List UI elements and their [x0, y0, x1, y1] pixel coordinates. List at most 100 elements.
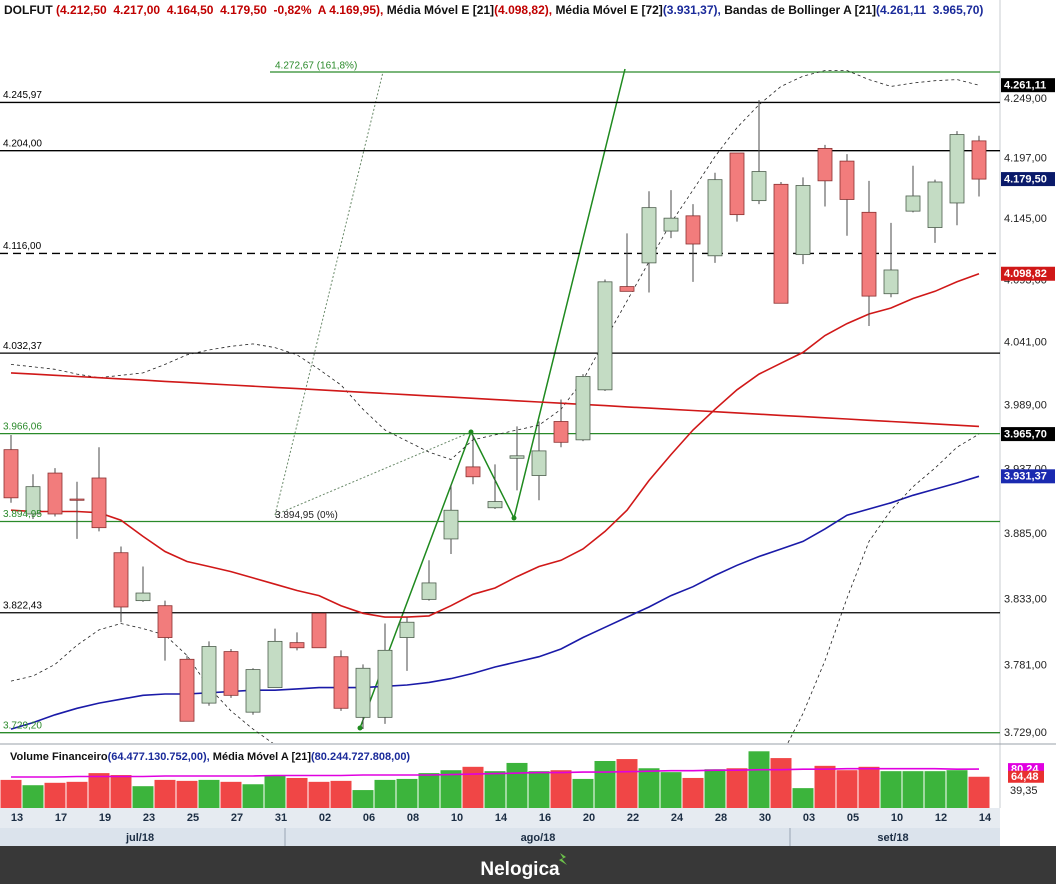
volume-bar [946, 770, 968, 808]
volume-bar [902, 771, 924, 808]
legend-name: Bandas de Bollinger A [21] [724, 3, 876, 17]
volume-bar [374, 779, 396, 808]
month-axis [0, 828, 1000, 846]
y-tick-label: 3.833,00 [1004, 593, 1047, 605]
level-label: 4.032,37 [3, 341, 42, 352]
volume-bar [88, 773, 110, 808]
x-tick-label: 30 [759, 812, 771, 824]
fib-guide [274, 431, 472, 516]
volume-legend: Volume Financeiro(64.477.130.752,00), Mé… [10, 751, 410, 763]
price-badge [1001, 427, 1055, 442]
candle-body [883, 269, 899, 295]
volume-bar [880, 771, 902, 808]
candle-body [179, 658, 195, 722]
volume-bar [968, 776, 990, 808]
month-label: jul/18 [125, 832, 154, 844]
level-label: 3.894,95 [3, 509, 42, 520]
band-line [10, 433, 980, 743]
brand: Nelogica [480, 859, 560, 880]
candle-body [113, 552, 129, 608]
price-badge [1001, 266, 1055, 281]
x-tick-label: 08 [407, 812, 419, 824]
volume-bar [440, 770, 462, 808]
x-tick-label: 05 [847, 812, 859, 824]
zigzag-point [511, 515, 517, 521]
month-label: ago/18 [521, 832, 556, 844]
volume-bar [858, 766, 880, 808]
legend-name: Volume Financeiro [10, 751, 108, 763]
volume-bar [0, 779, 22, 808]
x-tick-label: 28 [715, 812, 727, 824]
volume-badge-label: 64,48 [1011, 771, 1039, 783]
x-tick-label: 12 [935, 812, 947, 824]
x-tick-label: 23 [143, 812, 155, 824]
volume-bar [44, 782, 66, 808]
volume-ma-line [11, 767, 980, 778]
legend-value: (3.931,37), [663, 3, 724, 17]
fib-label: 3.894,95 (0%) [275, 510, 338, 521]
candle-body [3, 449, 19, 499]
x-tick-label: 14 [495, 812, 508, 824]
price-badge-label: 4.098,82 [1004, 268, 1047, 280]
price-badge-label: 4.261,11 [1004, 80, 1046, 92]
candle-body [135, 592, 151, 602]
candle-body [465, 466, 481, 478]
x-tick-label: 02 [319, 812, 331, 824]
candle-body [289, 642, 305, 649]
candle-body [377, 649, 393, 718]
price-badge [1001, 469, 1055, 484]
x-tick-label: 03 [803, 812, 815, 824]
volume-bar [616, 759, 638, 808]
ma-line [10, 272, 980, 618]
volume-bar [924, 771, 946, 808]
level-label: 4.245,97 [3, 90, 42, 101]
volume-bar [418, 773, 440, 808]
level-label: 3.729,20 [3, 720, 42, 731]
volume-bar [396, 778, 418, 808]
candle-body [399, 621, 415, 638]
y-tick-label: 4.145,00 [1004, 213, 1047, 225]
legend-name: Média Móvel E [72] [555, 3, 662, 17]
candle-body [729, 152, 745, 216]
y-tick-label: 3.781,00 [1004, 660, 1047, 672]
ticker: DOLFUT [4, 3, 53, 17]
y-tick-label: 3.989,00 [1004, 400, 1047, 412]
volume-bar [726, 768, 748, 808]
candle-body [575, 376, 591, 441]
legend-name: Média Móvel E [21] [387, 3, 494, 17]
price-badge-label: 3.965,70 [1004, 428, 1047, 440]
volume-bar [330, 780, 352, 808]
price-badge-label: 3.931,37 [1004, 471, 1047, 483]
month-label: set/18 [877, 832, 908, 844]
price-badge [1001, 78, 1055, 93]
x-tick-label: 20 [583, 812, 595, 824]
candle-body [223, 651, 239, 696]
candle-body [773, 183, 789, 304]
volume-bar [176, 780, 198, 808]
volume-bar [660, 772, 682, 808]
legend-value: (4.261,11 3.965,70) [876, 3, 983, 17]
volume-bar [572, 778, 594, 808]
x-tick-label: 27 [231, 812, 243, 824]
legend-value: (64.477.130.752,00), [108, 751, 213, 763]
x-tick-label: 13 [11, 812, 23, 824]
volume-bar [506, 762, 528, 808]
x-tick-label: 22 [627, 812, 639, 824]
x-tick-label: 17 [55, 812, 67, 824]
level-label: 3.966,06 [3, 421, 42, 432]
x-tick-label: 25 [187, 812, 199, 824]
candle-body [443, 509, 459, 540]
x-tick-label: 10 [451, 812, 463, 824]
volume-bar [550, 770, 572, 808]
volume-bar [484, 771, 506, 808]
legend: DOLFUT (4.212,50 4.217,00 4.164,50 4.179… [4, 3, 983, 17]
candle-body [949, 134, 965, 204]
y-tick-label: 3.885,00 [1004, 528, 1047, 540]
volume-bar [704, 769, 726, 808]
candle-body [905, 195, 921, 212]
volume-bar [638, 768, 660, 808]
volume-bar [220, 781, 242, 808]
candle-body [421, 582, 437, 600]
price-badge-label: 4.179,50 [1004, 173, 1047, 185]
y-tick-label: 4.249,00 [1004, 93, 1047, 105]
